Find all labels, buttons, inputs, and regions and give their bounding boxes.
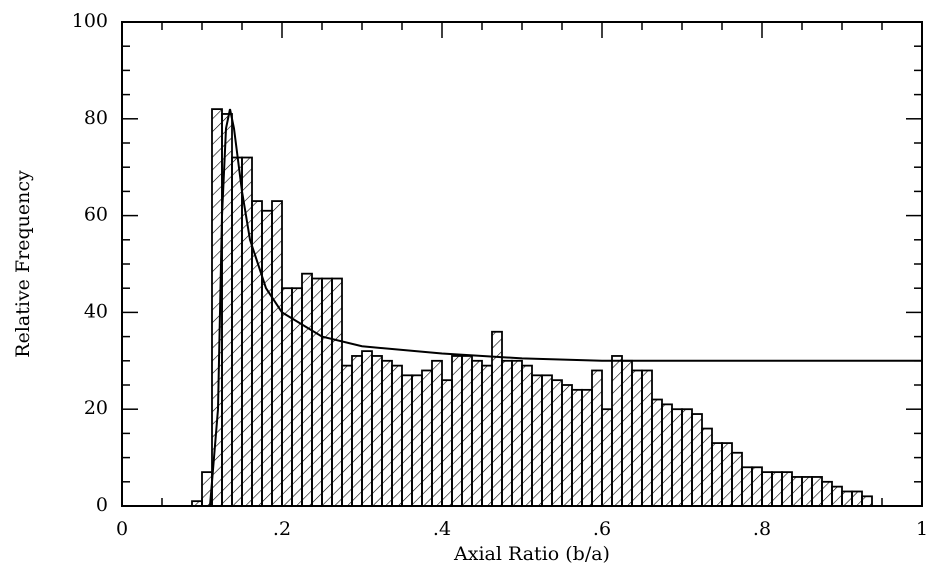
bar [681, 408, 693, 507]
x-tick-label: .4 [433, 518, 451, 540]
bar [281, 287, 293, 507]
bar [441, 379, 453, 507]
bar [781, 471, 793, 507]
bar [761, 471, 773, 507]
x-tick-label: 0 [116, 518, 128, 540]
fit-curve [209, 108, 922, 507]
bar [461, 355, 473, 507]
bar [331, 277, 343, 507]
bar [661, 403, 673, 507]
bar [251, 200, 263, 507]
bar [431, 359, 443, 507]
bar [501, 359, 513, 507]
y-tick-label: 100 [72, 10, 108, 32]
bar [601, 408, 613, 507]
bar [621, 359, 633, 507]
bar [841, 490, 853, 507]
bar [611, 355, 623, 507]
bar [451, 355, 463, 507]
bar [401, 374, 413, 507]
bar [521, 364, 533, 507]
bar [301, 272, 313, 507]
bar [721, 442, 733, 507]
bar [381, 359, 393, 507]
bar [551, 379, 563, 507]
bar [371, 355, 383, 507]
bar [811, 476, 823, 507]
y-tick-label: 60 [84, 204, 108, 226]
bar [671, 408, 683, 507]
bar [571, 388, 583, 507]
bar [581, 388, 593, 507]
y-tick-label: 0 [96, 494, 108, 516]
bar [711, 442, 723, 507]
bar [271, 200, 283, 507]
bar [701, 427, 713, 507]
bar [231, 156, 243, 507]
bar [591, 369, 603, 507]
bar [511, 359, 523, 507]
bar [261, 209, 273, 507]
bar [541, 374, 553, 507]
x-tick-label: .2 [273, 518, 291, 540]
bar [851, 490, 863, 507]
y-tick-label: 40 [84, 300, 108, 322]
bar [741, 466, 753, 507]
x-tick-label: 1 [916, 518, 928, 540]
y-axis-label: Relative Frequency [12, 170, 34, 358]
bar [311, 277, 323, 507]
y-tick-label: 80 [84, 107, 108, 129]
bar [421, 369, 433, 507]
bar [641, 369, 653, 507]
bar [631, 369, 643, 507]
bar [561, 384, 573, 507]
bar [651, 398, 663, 507]
bar [341, 364, 353, 507]
bar [241, 156, 253, 507]
bar [791, 476, 803, 507]
bar [351, 355, 363, 507]
bar [471, 359, 483, 507]
x-tick-label: .8 [753, 518, 771, 540]
bar [391, 364, 403, 507]
bar [691, 413, 703, 507]
bar [751, 466, 763, 507]
bar [411, 374, 423, 507]
bar [831, 485, 843, 507]
bar [861, 495, 873, 507]
bar [481, 364, 493, 507]
x-axis-label: Axial Ratio (b/a) [453, 543, 610, 565]
bar [821, 480, 833, 507]
bar [321, 277, 333, 507]
x-tick-label: .6 [593, 518, 611, 540]
bar [531, 374, 543, 507]
y-tick-label: 20 [84, 397, 108, 419]
bar [771, 471, 783, 507]
bar [801, 476, 813, 507]
bar [731, 451, 743, 507]
bar [361, 350, 373, 507]
